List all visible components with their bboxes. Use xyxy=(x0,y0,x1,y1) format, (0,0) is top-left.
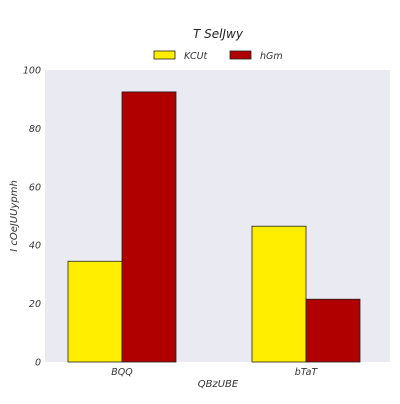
y-tick-label: 100 xyxy=(23,66,41,77)
y-tick-label: 80 xyxy=(29,124,41,135)
bar-KCUt-BQQ xyxy=(67,260,123,363)
y-tick-label: 60 xyxy=(29,182,41,193)
legend-label-KCUt: KCUt xyxy=(184,51,209,62)
y-tick-label: 20 xyxy=(29,299,41,310)
x-axis-ticks: BQQ bTaT xyxy=(111,367,318,378)
y-tick-label: 0 xyxy=(35,358,41,369)
chart-title: T SelJwy xyxy=(193,27,244,41)
y-axis-label: I cOeJUUypmh xyxy=(9,180,20,252)
y-tick-label: 40 xyxy=(29,241,41,252)
bar-KCUt-bTaT xyxy=(251,225,307,363)
bar-hGm-bTaT xyxy=(305,298,361,363)
bar-hGm-BQQ xyxy=(121,91,177,363)
bars-group xyxy=(67,91,361,363)
legend-swatch-hGm xyxy=(229,50,252,60)
y-axis-ticks: 0 20 40 60 80 100 xyxy=(23,66,41,369)
x-tick-label: bTaT xyxy=(295,367,319,378)
legend-label-hGm: hGm xyxy=(260,51,283,62)
legend: KCUt hGm xyxy=(153,50,283,62)
legend-swatch-KCUt xyxy=(153,50,176,60)
x-tick-label: BQQ xyxy=(111,367,133,378)
x-axis-label: QBzUBE xyxy=(198,379,239,390)
